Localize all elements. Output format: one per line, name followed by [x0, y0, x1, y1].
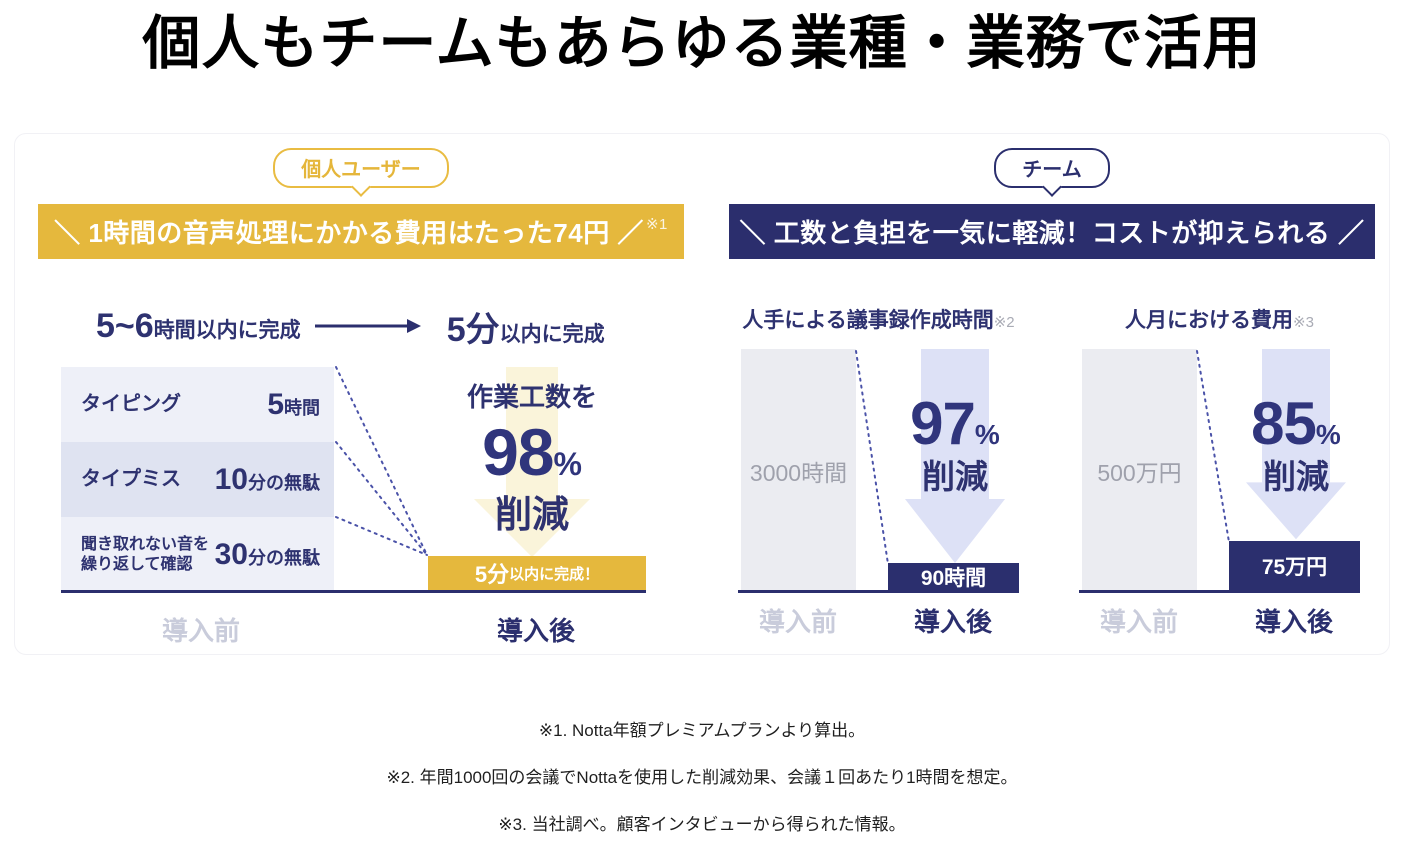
reduction-percent: 98%: [482, 415, 582, 489]
table-row: 聞き取れない音を 繰り返して確認 30分の無駄: [61, 517, 334, 593]
row-value: 10分の無駄: [214, 462, 320, 496]
individual-badge-label: 個人ユーザー: [301, 159, 421, 181]
before-label: 導入前: [161, 616, 240, 646]
before-time-rest: 時間以内に完成: [153, 318, 301, 342]
table-row: タイプミス 10分の無駄: [61, 442, 334, 517]
team-badge: チーム: [994, 148, 1110, 197]
individual-banner-noteref: ※1: [645, 215, 668, 233]
before-bar-value: 3000時間: [749, 460, 848, 486]
reduction-word: 削減: [1263, 458, 1329, 495]
before-bar-value: 500万円: [1097, 460, 1182, 486]
footnotes: ※1. Notta年額プレミアムプランより算出。 ※2. 年間1000回の会議で…: [0, 716, 1404, 857]
team-badge-row: チーム: [729, 148, 1375, 197]
chart-axis-labels: 導入前 導入後: [738, 593, 1019, 637]
team-panel: チーム ＼ 工数と負担を一気に軽減！コストが抑えられる ／ 人手による議事録作成…: [729, 134, 1375, 656]
reduction-percent: 85%: [1251, 390, 1341, 457]
chart-plot: 500万円 85% 削減 75万円: [1079, 349, 1360, 593]
chart-title: 人月における費用※3: [1125, 309, 1314, 332]
individual-badge-row: 個人ユーザー: [38, 148, 684, 197]
table-row: タイピング 5時間: [61, 367, 334, 442]
after-time: 5分以内に完成: [447, 302, 605, 351]
individual-plot: タイピング 5時間 タイプミス 10分の無駄 聞き取れな: [38, 349, 684, 593]
reduction-result: 85% 削減: [1209, 389, 1383, 498]
axis-baseline: [738, 590, 1019, 593]
footnote-2: ※2. 年間1000回の会議でNottaを使用した削減効果、会議１回あたり1時間…: [386, 768, 1018, 787]
reduction-percent: 97%: [910, 390, 1000, 457]
reduction-result: 97% 削減: [868, 389, 1042, 498]
reduction-word: 削減: [922, 458, 988, 495]
before-time: 5~6時間以内に完成: [96, 307, 301, 346]
after-bar-value: 75万円: [1261, 555, 1328, 579]
before-label: 導入前: [1099, 607, 1178, 637]
footnote-1: ※1. Notta年額プレミアムプランより算出。: [538, 721, 866, 740]
after-bar: 75万円: [1229, 541, 1360, 590]
after-time-strong: 5分: [446, 310, 500, 349]
reduction-lead: 作業工数を: [466, 382, 597, 412]
down-arrow-icon: [1246, 349, 1346, 540]
meeting-minutes-time-chart: 人手による議事録作成時間※2 3000時間 97% 削減: [738, 304, 1019, 637]
reduction-word: 削減: [495, 494, 569, 535]
after-label: 導入後: [913, 607, 992, 637]
after-bar: 90時間: [888, 563, 1019, 590]
before-label: 導入前: [758, 607, 837, 637]
individual-axis-labels: 導入前 導入後: [38, 611, 684, 646]
usage-infographic-card: 個人ユーザー ＼ 1時間の音声処理にかかる費用はたった74円 ／ ※1 5~6時…: [14, 133, 1390, 655]
chart-noteref: ※2: [993, 314, 1015, 331]
chart-axis-labels: 導入前 導入後: [1079, 593, 1360, 637]
down-arrow-icon: [905, 349, 1005, 563]
row-label: タイプミス: [81, 468, 181, 490]
before-breakdown-table: タイピング 5時間 タイプミス 10分の無駄 聞き取れな: [61, 367, 334, 593]
after-label: 導入後: [496, 616, 575, 646]
right-arrow-icon: [314, 319, 421, 333]
after-bar-value: 90時間: [920, 566, 987, 590]
after-label: 導入後: [1254, 607, 1333, 637]
monthly-cost-chart: 人月における費用※3 500万円 85% 削減: [1079, 304, 1360, 637]
row-label: タイピング: [81, 393, 181, 415]
footnote-3: ※3. 当社調べ。顧客インタビューから得られた情報。: [498, 815, 906, 834]
before-bar: 500万円: [1082, 349, 1197, 593]
axis-baseline: [1079, 590, 1360, 593]
after-result-bar: 5分 以内に完成！: [428, 556, 646, 590]
chart-noteref: ※3: [1293, 314, 1314, 331]
down-arrow-icon: [474, 367, 590, 557]
row-value: 30分の無駄: [214, 538, 320, 571]
individual-badge: 個人ユーザー: [273, 148, 449, 197]
individual-banner: ＼ 1時間の音声処理にかかる費用はたった74円 ／ ※1: [38, 204, 684, 259]
page-title: 個人もチームもあらゆる業種・業務で活用: [142, 11, 1262, 76]
before-time-strong: 5~6: [96, 306, 154, 345]
team-badge-label: チーム: [1022, 159, 1082, 181]
time-comparison-row: 5~6時間以内に完成 5分以内に完成: [38, 302, 684, 350]
team-banner-text: ＼ 工数と負担を一気に軽減！コストが抑えられる ／: [739, 218, 1365, 248]
before-bar: 3000時間: [741, 349, 856, 593]
axis-baseline: [61, 590, 646, 593]
row-label: 聞き取れない音を 繰り返して確認: [81, 536, 210, 573]
row-value: 5時間: [267, 387, 320, 421]
chart-plot: 3000時間 97% 削減 90時間: [738, 349, 1019, 593]
team-banner: ＼ 工数と負担を一気に軽減！コストが抑えられる ／: [729, 204, 1375, 259]
reduction-result: 作業工数を 98% 削減: [436, 377, 628, 538]
individual-panel: 個人ユーザー ＼ 1時間の音声処理にかかる費用はたった74円 ／ ※1 5~6時…: [38, 134, 684, 656]
chart-title: 人手による議事録作成時間※2: [742, 309, 1015, 332]
after-time-rest: 以内に完成: [499, 322, 605, 346]
individual-banner-text: ＼ 1時間の音声処理にかかる費用はたった74円 ／: [54, 218, 644, 248]
